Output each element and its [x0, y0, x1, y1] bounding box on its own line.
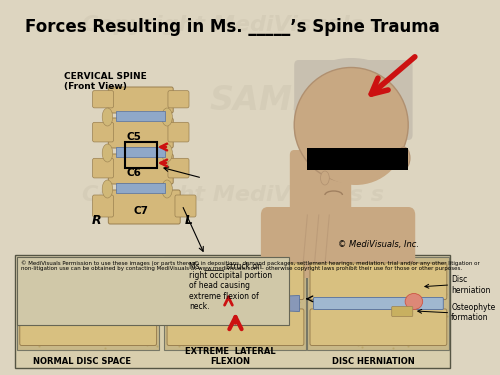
Ellipse shape — [296, 58, 406, 138]
Text: Copyright MediVisuals s: Copyright MediVisuals s — [82, 185, 384, 205]
Ellipse shape — [162, 180, 172, 198]
Text: Forces Resulting in Ms. _____’s Spine Trauma: Forces Resulting in Ms. _____’s Spine Tr… — [26, 18, 440, 36]
FancyBboxPatch shape — [310, 309, 447, 345]
Text: Disc
herniation: Disc herniation — [451, 275, 490, 295]
Text: CERVICAL SPINE
(Front View): CERVICAL SPINE (Front View) — [64, 72, 147, 92]
Ellipse shape — [308, 95, 404, 185]
FancyBboxPatch shape — [170, 201, 188, 213]
Text: SAMPLE: SAMPLE — [210, 84, 362, 117]
Bar — [17, 257, 289, 325]
Text: C5: C5 — [126, 132, 141, 142]
FancyBboxPatch shape — [170, 164, 188, 176]
Ellipse shape — [162, 144, 172, 162]
FancyBboxPatch shape — [92, 158, 114, 178]
FancyBboxPatch shape — [170, 128, 188, 140]
FancyBboxPatch shape — [20, 309, 156, 345]
Text: SAMPLE: SAMPLE — [108, 266, 234, 294]
FancyBboxPatch shape — [261, 207, 415, 278]
Bar — [164, 257, 306, 350]
FancyBboxPatch shape — [92, 91, 114, 108]
Ellipse shape — [102, 108, 113, 126]
Text: NORMAL DISC SPACE: NORMAL DISC SPACE — [32, 357, 130, 366]
FancyBboxPatch shape — [310, 263, 447, 300]
Text: L: L — [185, 213, 193, 226]
FancyBboxPatch shape — [175, 195, 196, 217]
Ellipse shape — [162, 108, 172, 126]
FancyBboxPatch shape — [116, 111, 166, 121]
Text: SAMPLE: SAMPLE — [299, 298, 412, 322]
FancyBboxPatch shape — [108, 118, 173, 148]
FancyBboxPatch shape — [116, 147, 166, 157]
FancyBboxPatch shape — [168, 122, 189, 142]
FancyBboxPatch shape — [24, 296, 153, 312]
FancyBboxPatch shape — [168, 91, 189, 108]
FancyBboxPatch shape — [294, 60, 412, 140]
Bar — [308, 148, 408, 170]
Ellipse shape — [102, 180, 113, 198]
Bar — [16, 255, 450, 368]
Text: EXTREME  LATERAL
FLEXION: EXTREME LATERAL FLEXION — [186, 346, 276, 366]
Text: Osteophyte
formation: Osteophyte formation — [451, 303, 496, 322]
FancyBboxPatch shape — [108, 87, 173, 113]
FancyBboxPatch shape — [167, 309, 304, 345]
Ellipse shape — [398, 147, 410, 169]
Text: Copyright MediVisuals s: Copyright MediVisuals s — [82, 15, 384, 35]
Text: DISC HERNIATION: DISC HERNIATION — [332, 357, 414, 366]
Text: C7: C7 — [134, 206, 148, 216]
FancyBboxPatch shape — [167, 263, 304, 300]
Bar — [17, 257, 159, 350]
Ellipse shape — [405, 294, 422, 309]
FancyBboxPatch shape — [170, 96, 188, 105]
Text: C6: C6 — [126, 168, 141, 178]
Bar — [125, 142, 156, 168]
FancyBboxPatch shape — [392, 306, 413, 316]
FancyBboxPatch shape — [108, 154, 173, 184]
FancyBboxPatch shape — [314, 297, 444, 309]
Text: © MediVisuals, Inc.: © MediVisuals, Inc. — [338, 240, 419, 249]
FancyBboxPatch shape — [290, 150, 351, 245]
FancyBboxPatch shape — [92, 122, 114, 142]
FancyBboxPatch shape — [168, 158, 189, 178]
Ellipse shape — [102, 144, 113, 162]
Text: Ms. _____ struck on
right occipital portion
of head causing
extreme flexion of
n: Ms. _____ struck on right occipital port… — [189, 261, 272, 311]
Polygon shape — [172, 296, 300, 312]
Ellipse shape — [320, 171, 330, 185]
FancyBboxPatch shape — [116, 183, 166, 193]
FancyBboxPatch shape — [20, 263, 156, 300]
Ellipse shape — [294, 68, 408, 183]
Text: © MediVisuals Permission to use these images (or parts thereof) in depositions, : © MediVisuals Permission to use these im… — [20, 260, 479, 272]
Bar — [308, 257, 450, 350]
FancyBboxPatch shape — [108, 190, 180, 224]
Text: R: R — [92, 213, 102, 226]
FancyBboxPatch shape — [92, 195, 114, 217]
